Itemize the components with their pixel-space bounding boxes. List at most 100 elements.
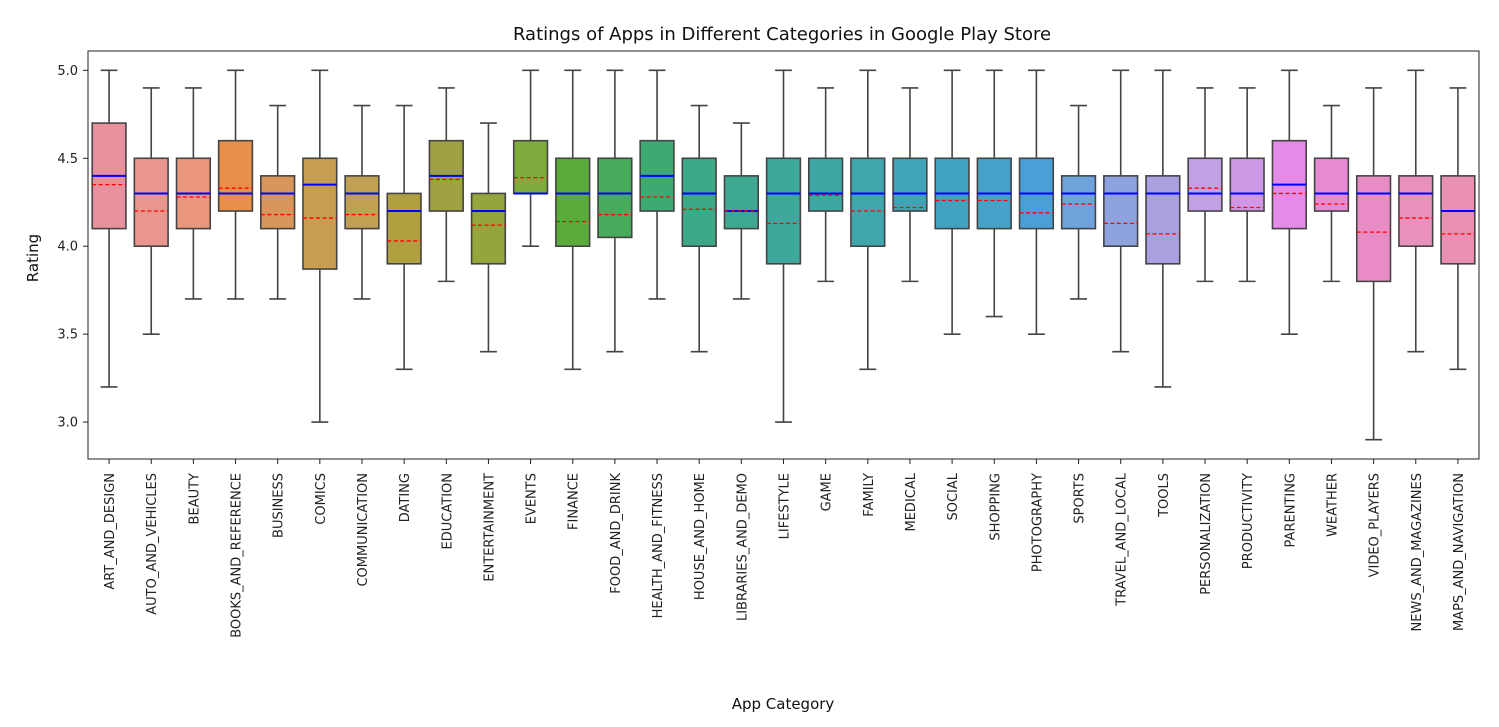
box-comics bbox=[302, 69, 338, 423]
x-tick-label: LIBRARIES_AND_DEMO bbox=[735, 473, 750, 621]
x-tick-label: VIDEO_PLAYERS bbox=[1368, 473, 1383, 577]
iqr-box bbox=[1060, 175, 1097, 230]
iqr-box bbox=[512, 139, 549, 195]
box-video-players bbox=[1355, 87, 1392, 441]
box-shopping bbox=[976, 69, 1012, 318]
box-finance bbox=[555, 69, 591, 371]
x-axis-label: App Category bbox=[732, 695, 835, 713]
box-events bbox=[512, 69, 549, 248]
iqr-box bbox=[850, 157, 886, 248]
x-tick-label: WEATHER bbox=[1325, 473, 1340, 537]
iqr-box bbox=[302, 157, 338, 270]
box-family bbox=[850, 69, 886, 371]
box-medical bbox=[892, 87, 928, 283]
iqr-box bbox=[133, 157, 169, 248]
iqr-box bbox=[1398, 175, 1434, 248]
iqr-box bbox=[470, 192, 507, 265]
x-tick-label: SOCIAL bbox=[946, 472, 961, 520]
chart-title: Ratings of Apps in Different Categories … bbox=[513, 24, 1051, 45]
x-tick-label: COMICS bbox=[314, 473, 329, 525]
x-tick-label: ART_AND_DESIGN bbox=[103, 473, 118, 590]
box-auto-and-vehicles bbox=[133, 87, 169, 335]
x-tick-label: HEALTH_AND_FITNESS bbox=[651, 473, 666, 618]
box-lifestyle bbox=[765, 69, 802, 423]
iqr-box bbox=[386, 192, 422, 265]
y-axis: 3.0 3.5 4.0 4.5 5.0 bbox=[57, 64, 88, 431]
x-tick-label: COMMUNICATION bbox=[356, 473, 371, 587]
box-game bbox=[807, 87, 844, 283]
x-tick-label: PHOTOGRAPHY bbox=[1030, 473, 1045, 572]
iqr-box bbox=[597, 157, 633, 239]
x-tick-label: FINANCE bbox=[567, 473, 582, 530]
y-tick-label: 4.5 bbox=[57, 152, 78, 167]
iqr-box bbox=[892, 157, 928, 212]
x-tick-label: SPORTS bbox=[1073, 473, 1088, 524]
y-tick-label: 4.0 bbox=[57, 240, 78, 255]
x-tick-label: EDUCATION bbox=[440, 473, 455, 549]
x-tick-label: SHOPPING bbox=[988, 473, 1003, 541]
x-tick-label: BEAUTY bbox=[187, 473, 202, 524]
box-entertainment bbox=[470, 122, 507, 353]
x-axis: ART_AND_DESIGN AUTO_AND_VEHICLES BEAUTY BOO… bbox=[103, 459, 1467, 638]
box-health-and-fitness bbox=[639, 69, 675, 300]
x-tick-label: FAMILY bbox=[862, 473, 877, 517]
box-parenting bbox=[1271, 69, 1307, 335]
box-beauty bbox=[175, 87, 212, 300]
box-personalization bbox=[1187, 87, 1223, 283]
box-maps-and-navigation bbox=[1440, 87, 1476, 371]
x-tick-label: PERSONALIZATION bbox=[1199, 473, 1214, 595]
x-tick-label: DATING bbox=[398, 473, 413, 522]
box-productivity bbox=[1229, 87, 1265, 283]
x-tick-label: NEWS_AND_MAGAZINES bbox=[1410, 473, 1425, 631]
box-food-and-drink bbox=[597, 69, 633, 353]
iqr-box bbox=[765, 157, 802, 265]
x-tick-label: BUSINESS bbox=[272, 473, 287, 538]
box-communication bbox=[344, 104, 380, 300]
box-weather bbox=[1313, 104, 1350, 283]
iqr-box bbox=[1313, 157, 1350, 212]
x-tick-label: AUTO_AND_VEHICLES bbox=[145, 473, 160, 615]
box-news-and-magazines bbox=[1398, 69, 1434, 353]
box-social bbox=[934, 69, 970, 335]
x-tick-label: BOOKS_AND_REFERENCE bbox=[230, 473, 245, 638]
x-tick-label: FOOD_AND_DRINK bbox=[609, 473, 624, 594]
x-tick-label: GAME bbox=[820, 473, 835, 511]
iqr-box bbox=[217, 139, 254, 212]
iqr-box bbox=[1229, 157, 1265, 212]
x-tick-label: MAPS_AND_NAVIGATION bbox=[1452, 473, 1467, 631]
box-education bbox=[428, 87, 464, 283]
iqr-box bbox=[1187, 157, 1223, 212]
x-tick-label: MEDICAL bbox=[904, 472, 919, 531]
iqr-box bbox=[344, 175, 380, 230]
iqr-box bbox=[555, 157, 591, 248]
box-sports bbox=[1060, 104, 1097, 300]
box-travel-and-local bbox=[1103, 69, 1139, 353]
x-tick-label: HOUSE_AND_HOME bbox=[693, 473, 708, 600]
box-dating bbox=[386, 104, 422, 371]
iqr-box bbox=[1103, 175, 1139, 248]
box-tools bbox=[1145, 69, 1181, 388]
iqr-box bbox=[723, 175, 760, 230]
box-libraries-and-demo bbox=[723, 122, 760, 300]
iqr-box bbox=[1440, 175, 1476, 265]
box-business bbox=[260, 104, 296, 300]
iqr-box bbox=[1145, 175, 1181, 265]
y-tick-label: 5.0 bbox=[57, 64, 78, 79]
x-tick-label: PARENTING bbox=[1283, 473, 1298, 547]
x-tick-label: TOOLS bbox=[1157, 473, 1172, 518]
iqr-box bbox=[1355, 175, 1392, 283]
box-photography bbox=[1018, 69, 1055, 335]
iqr-box bbox=[807, 157, 844, 212]
x-tick-label: LIFESTYLE bbox=[778, 473, 793, 539]
y-tick-label: 3.0 bbox=[57, 416, 78, 431]
box-books-and-reference bbox=[217, 69, 254, 300]
x-tick-label: TRAVEL_AND_LOCAL bbox=[1115, 472, 1130, 606]
box-art-and-design bbox=[91, 69, 127, 388]
y-tick-label: 3.5 bbox=[57, 328, 78, 343]
iqr-box bbox=[681, 157, 717, 248]
iqr-box bbox=[260, 175, 296, 230]
box-house-and-home bbox=[681, 104, 717, 353]
plot-area bbox=[91, 69, 1476, 441]
x-tick-label: PRODUCTIVITY bbox=[1241, 473, 1256, 569]
